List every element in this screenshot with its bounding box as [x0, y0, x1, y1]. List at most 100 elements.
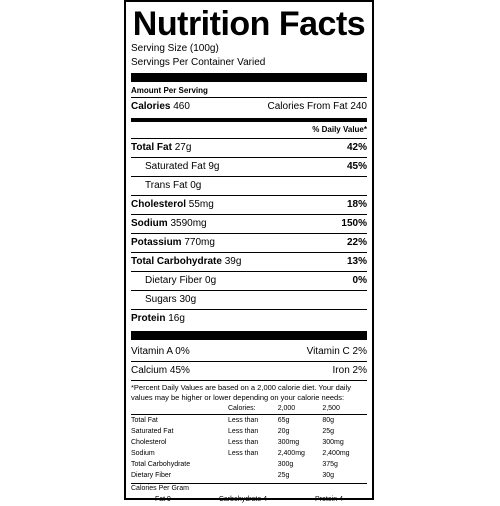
table-cell: Sodium: [131, 449, 155, 457]
nutrient-amount: 27g: [174, 142, 192, 153]
vitamin-left: Vitamin A 0%: [131, 346, 190, 357]
amount-per-serving: Amount Per Serving: [131, 86, 208, 95]
nutrient-label: Total Carbohydrate: [131, 256, 222, 267]
thick-divider: [131, 331, 367, 340]
table-cell: 2,500: [322, 404, 340, 412]
nutrient-label: Sugars: [145, 294, 177, 305]
table-cell: 65g: [277, 416, 290, 424]
daily-values-table: Calories: 2,000 2,500 Total Fat Less tha…: [131, 403, 367, 481]
table-cell: 2,000: [277, 404, 296, 412]
table-row: Dietary Fiber 25g 30g: [131, 470, 367, 481]
nutrient-dv: 45%: [346, 161, 367, 172]
nutrient-amount: 55mg: [188, 199, 214, 210]
table-cell: Less than: [227, 427, 259, 435]
nutrient-amount: 0g: [190, 180, 202, 191]
nutrient-label: Cholesterol: [131, 199, 187, 210]
table-row: Total Fat Less than 65g 80g: [131, 414, 367, 427]
calories-value: 460: [173, 101, 190, 112]
table-cell: Less than: [227, 416, 259, 424]
nutrient-row: Dietary Fiber 0g 0%: [131, 271, 367, 290]
nutrient-label: Trans Fat: [145, 180, 188, 191]
calories-per-gram-row: Fat 9 Carbohydrate 4 Protein 4: [131, 494, 367, 506]
nutrient-label: Total Fat: [131, 142, 172, 153]
nutrient-label: Dietary Fiber: [145, 275, 203, 286]
label-title: Nutrition Facts: [132, 5, 366, 43]
table-cell: [131, 403, 228, 415]
nutrient-dv: 0%: [352, 275, 367, 286]
vitamin-right: Vitamin C 2%: [306, 346, 367, 357]
calories-row: Calories 460 Calories From Fat 240: [131, 97, 367, 116]
vitamin-right: Iron 2%: [332, 365, 367, 376]
table-cell: Less than: [227, 438, 259, 446]
nutrient-label: Potassium: [131, 237, 182, 248]
table-cell: Saturated Fat: [131, 427, 174, 435]
nutrient-amount: 9g: [208, 161, 220, 172]
table-cell: Cholesterol: [131, 438, 167, 446]
nutrient-label: Saturated Fat: [145, 161, 206, 172]
nutrient-dv: 150%: [341, 218, 367, 229]
table-row: Sodium Less than 2,400mg 2,400mg: [131, 448, 367, 459]
nutrient-row: Sugars 30g: [131, 290, 367, 309]
table-cell: 20g: [277, 427, 290, 435]
cpg-carb: Carbohydrate 4: [218, 496, 268, 503]
divider: [131, 483, 367, 484]
nutrient-amount: 0g: [205, 275, 217, 286]
table-cell: 80g: [322, 416, 335, 424]
servings-per-container: Servings Per Container Varied: [131, 57, 266, 68]
nutrient-dv: 18%: [346, 199, 367, 210]
daily-value-header: % Daily Value*: [312, 125, 367, 134]
table-row: Total Carbohydrate 300g 375g: [131, 459, 367, 470]
calories-label: Calories: [131, 101, 171, 112]
nutrient-row: Cholesterol 55mg 18%: [131, 195, 367, 214]
divider: [131, 380, 367, 381]
table-cell: [228, 459, 278, 470]
table-cell: Total Carbohydrate: [131, 460, 191, 468]
table-cell: Calories:: [227, 404, 256, 412]
table-cell: [228, 470, 278, 481]
nutrient-amount: 770mg: [184, 237, 215, 248]
table-cell: 375g: [322, 460, 338, 468]
nutrient-amount: 39g: [224, 256, 242, 267]
nutrient-amount: 16g: [168, 313, 185, 324]
table-row: Cholesterol Less than 300mg 300mg: [131, 437, 367, 448]
table-cell: Total Fat: [131, 416, 158, 424]
nutrient-row: Saturated Fat 9g 45%: [131, 157, 367, 176]
nutrient-dv: 22%: [346, 237, 367, 248]
table-cell: 2,400mg: [322, 449, 350, 457]
table-cell: 300g: [277, 460, 294, 468]
nutrient-row: Trans Fat 0g: [131, 176, 367, 195]
table-header-row: Calories: 2,000 2,500: [131, 403, 367, 415]
table-cell: Dietary Fiber: [131, 471, 172, 479]
nutrient-row: Total Fat 27g 42%: [131, 138, 367, 157]
medium-divider: [131, 118, 367, 122]
table-cell: 25g: [277, 471, 290, 479]
nutrient-dv: 13%: [346, 256, 367, 267]
table-cell: 300mg: [322, 438, 344, 446]
footnote: *Percent Daily Values are based on a 2,0…: [131, 383, 352, 402]
vitamin-row: Vitamin A 0% Vitamin C 2%: [131, 343, 367, 361]
nutrient-row: Potassium 770mg 22%: [131, 233, 367, 252]
vitamin-row: Calcium 45% Iron 2%: [131, 361, 367, 380]
nutrient-amount: 3590mg: [170, 218, 207, 229]
table-cell: 30g: [322, 471, 335, 479]
calories-from-fat-label: Calories From Fat: [267, 101, 348, 112]
nutrient-label: Protein: [131, 313, 166, 324]
vitamin-left: Calcium 45%: [131, 365, 190, 376]
thick-divider: [131, 73, 367, 82]
nutrient-row: Total Carbohydrate 39g 13%: [131, 252, 367, 271]
table-cell: 300mg: [277, 438, 300, 446]
calories-from-fat-value: 240: [350, 101, 367, 112]
calories-per-gram-label: Calories Per Gram: [131, 485, 189, 492]
table-row: Saturated Fat Less than 20g 25g: [131, 426, 367, 437]
table-cell: 25g: [322, 427, 335, 435]
serving-size: Serving Size (100g): [131, 43, 219, 54]
nutrient-amount: 30g: [179, 294, 197, 305]
nutrient-label: Sodium: [131, 218, 168, 229]
cpg-protein: Protein 4: [314, 496, 344, 503]
nutrient-row: Protein 16g: [131, 309, 367, 328]
table-cell: 2,400mg: [277, 449, 305, 457]
cpg-fat: Fat 9: [154, 496, 171, 503]
nutrition-label: Nutrition Facts Serving Size (100g) Serv…: [124, 0, 374, 503]
table-cell: Less than: [227, 449, 259, 457]
nutrient-row: Sodium 3590mg 150%: [131, 214, 367, 233]
